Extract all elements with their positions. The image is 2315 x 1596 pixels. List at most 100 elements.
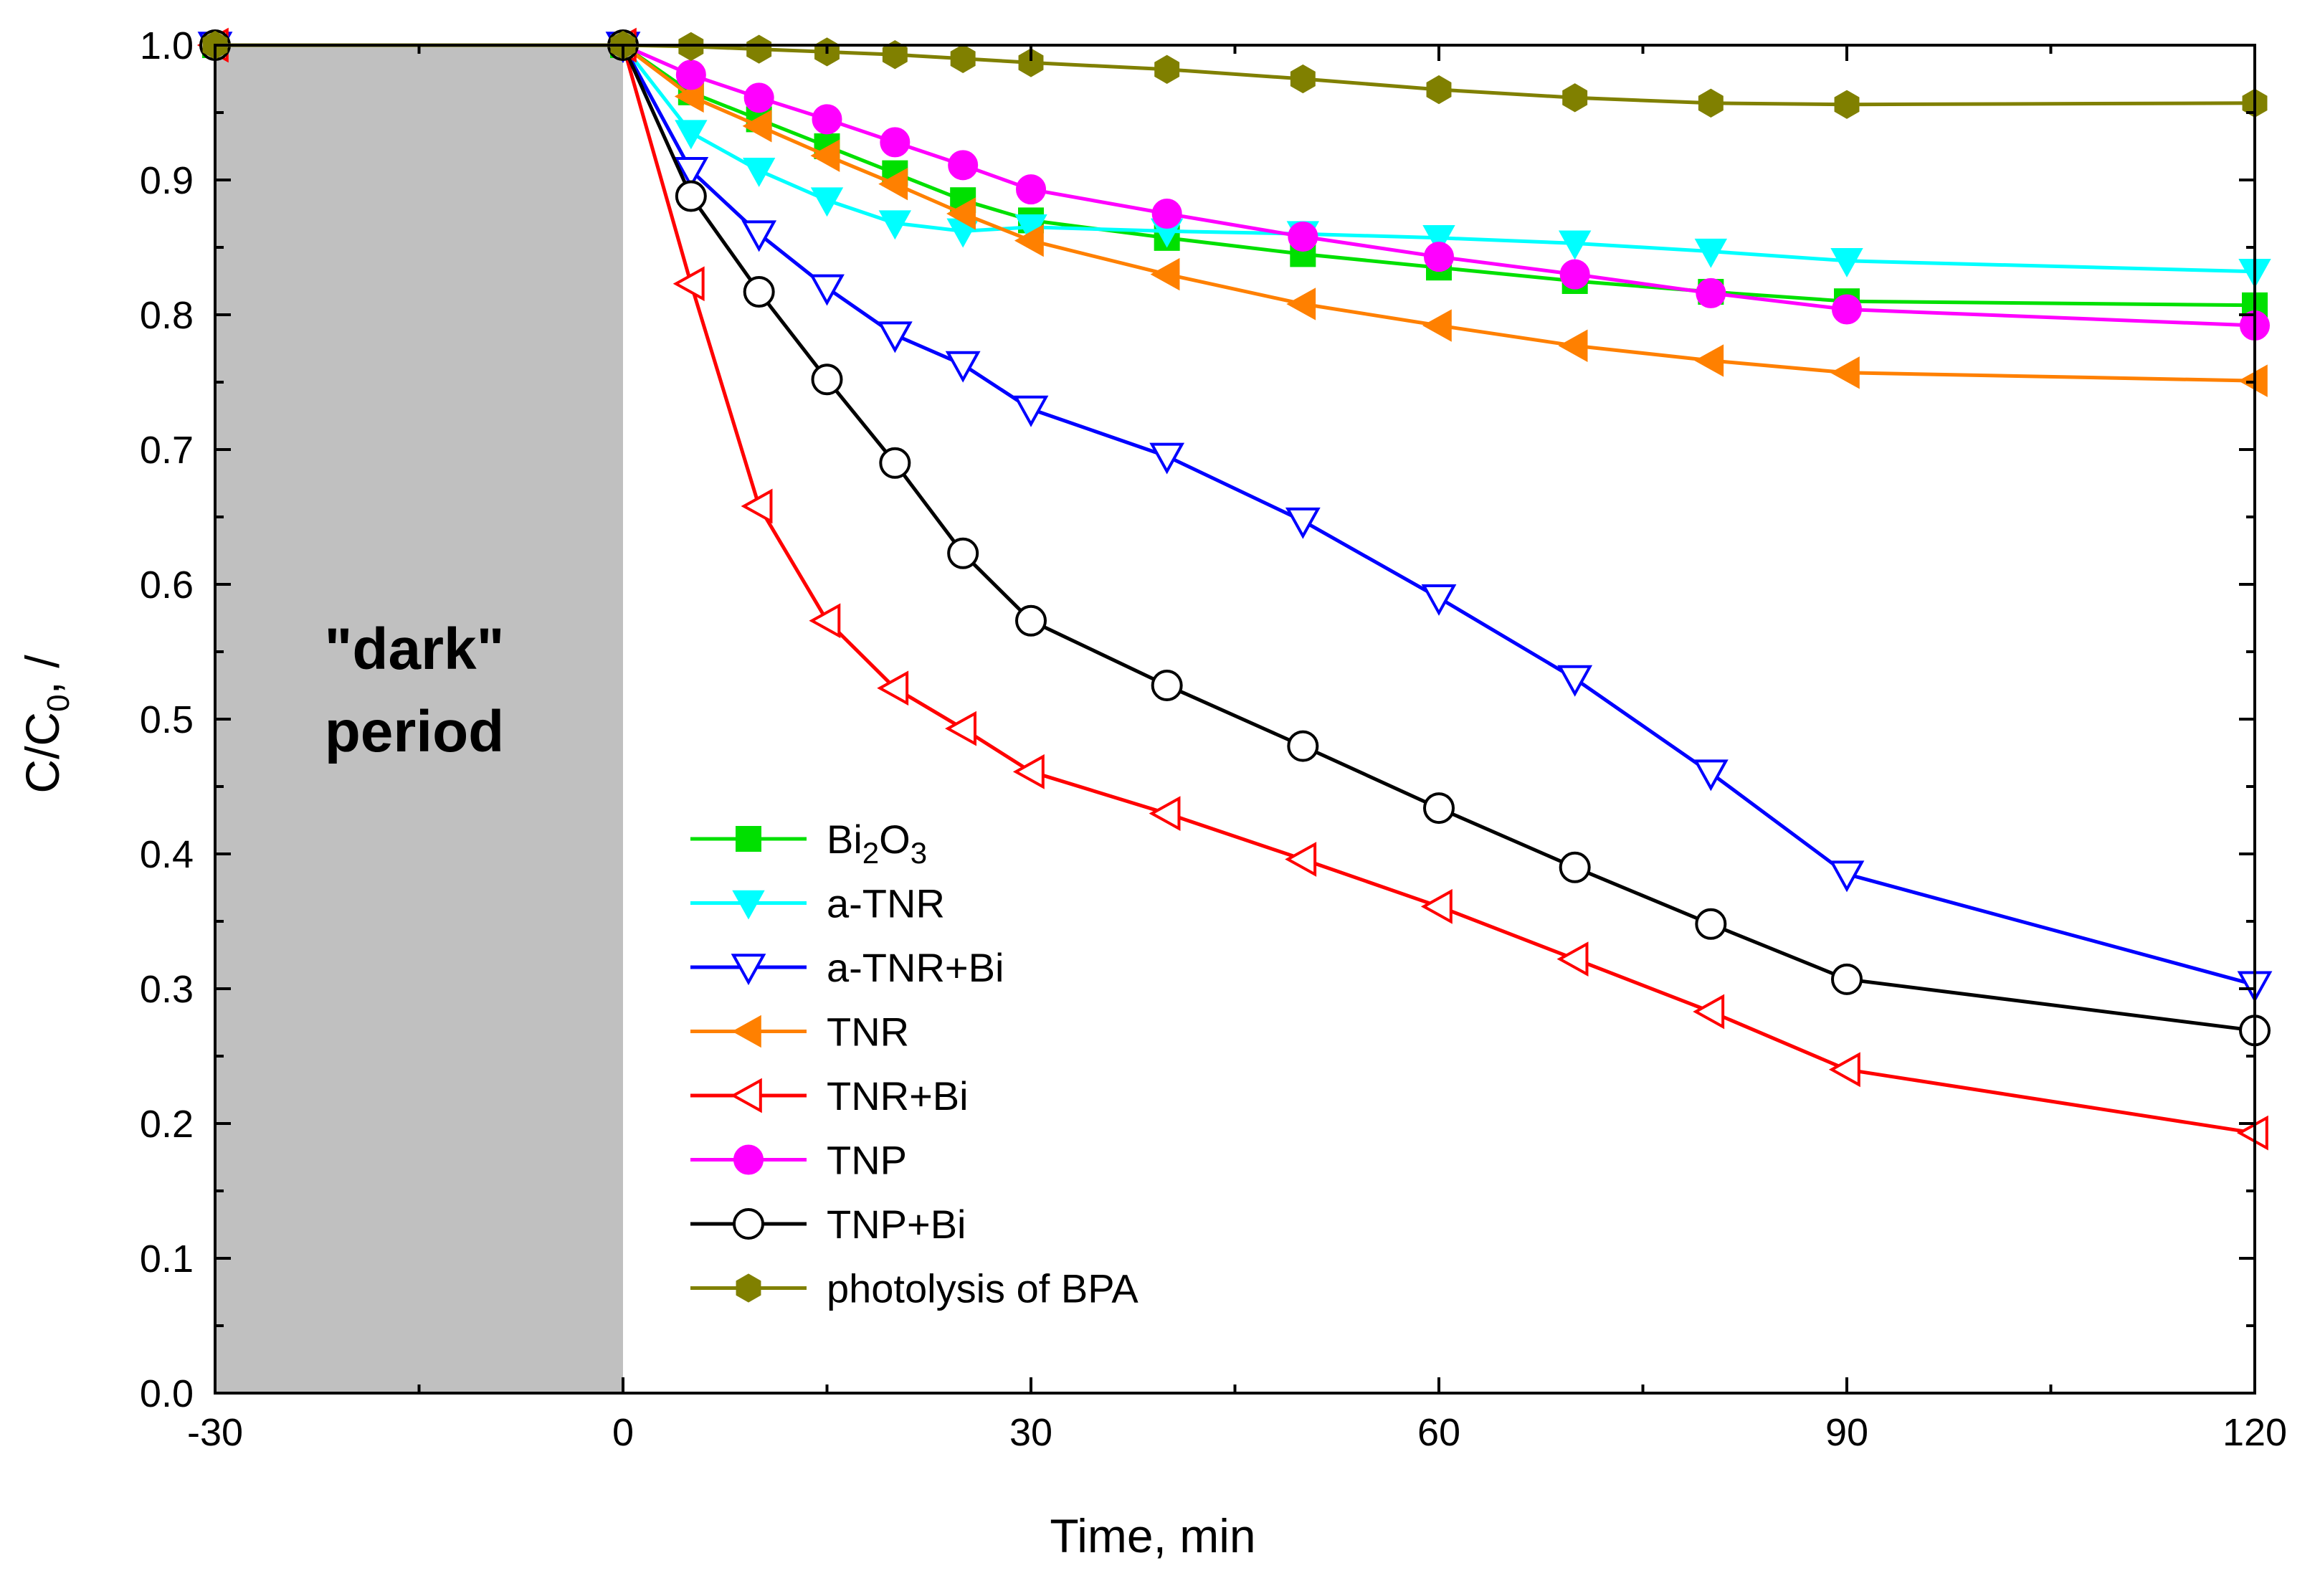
data-point-a-tnr-bi (809, 274, 845, 306)
data-point-a-tnr-bi (1149, 442, 1185, 475)
data-point-tnp (675, 60, 706, 90)
legend-marker-tnp-bi (733, 1208, 764, 1240)
data-point-tnp-bi (1151, 670, 1183, 701)
legend-marker-tnr (731, 1015, 761, 1048)
dark-period-label-line1: "dark" (325, 617, 505, 682)
data-point-tnr-bi (1012, 754, 1045, 789)
data-point-tnp (1016, 174, 1046, 205)
data-point-tnr-bi (741, 488, 773, 524)
y-tick-label: 0.2 (140, 1103, 194, 1146)
data-point-a-tnr (1830, 248, 1863, 277)
legend-label-tnp: TNP (827, 1138, 907, 1183)
data-point-a-tnr (675, 120, 708, 150)
series-tnr-bi (196, 27, 2268, 1151)
data-point-a-tnr (1422, 225, 1455, 255)
data-point-a-tnr-bi (673, 157, 709, 189)
legend-label-tnp-bi: TNP+Bi (827, 1202, 966, 1247)
data-point-photolysis-of-bpa (882, 40, 908, 70)
data-point-photolysis-of-bpa (1018, 48, 1044, 77)
legend-item-bi2o3: Bi2O3 (690, 817, 927, 870)
legend-label-part-mid: O (879, 817, 911, 862)
legend-item-tnp: TNP (690, 1138, 907, 1183)
data-point-a-tnr (810, 187, 844, 217)
data-point-tnp-bi (1695, 908, 1727, 940)
data-point-photolysis-of-bpa (1290, 64, 1316, 94)
data-point-tnp-bi (879, 447, 911, 479)
legend-item-a-tnr-bi: a-TNR+Bi (690, 945, 1004, 990)
y-axis-title-tail: , / (16, 655, 69, 695)
data-point-tnr-bi (672, 266, 705, 302)
data-point-tnp-bi (1423, 792, 1455, 825)
data-point-tnr-bi (809, 603, 841, 639)
legend-label-a-tnr: a-TNR (827, 881, 945, 926)
x-tick-label: 90 (1825, 1411, 1868, 1454)
y-tick-label: 0.0 (140, 1372, 194, 1415)
legend-marker-photolysis-of-bpa (736, 1273, 761, 1303)
data-point-tnr-bi (945, 711, 976, 746)
data-point-a-tnr (1558, 230, 1592, 260)
data-point-tnp-bi (1831, 963, 1863, 995)
x-tick-label: 60 (1417, 1411, 1460, 1454)
data-point-tnp (948, 150, 979, 181)
legend-label-bi2o3: Bi2O3 (827, 817, 927, 870)
legend-label-part-sub1: 2 (862, 836, 879, 870)
data-point-tnp (1559, 259, 1590, 290)
y-tick-label: 0.7 (140, 429, 194, 472)
data-point-a-tnr (742, 158, 776, 187)
data-point-tnp-bi (675, 180, 707, 212)
legend-label-part-sub2: 3 (911, 836, 927, 870)
y-axis-title-main: C/C (16, 712, 69, 794)
data-point-photolysis-of-bpa (1562, 83, 1588, 113)
data-point-tnp (880, 127, 911, 158)
data-point-tnp-bi (811, 364, 843, 396)
legend-item-a-tnr: a-TNR (690, 881, 945, 926)
legend-label-tnr: TNR (827, 1010, 909, 1055)
data-point-tnp-bi (1015, 604, 1047, 637)
data-point-photolysis-of-bpa (950, 44, 976, 73)
data-point-tnp (1832, 294, 1862, 325)
data-point-tnr-bi (2236, 1115, 2268, 1151)
legend-label-tnr-bi: TNR+Bi (827, 1073, 969, 1118)
legend-marker-tnp (733, 1144, 764, 1175)
data-point-tnr (946, 197, 976, 230)
data-point-tnr-bi (1556, 941, 1589, 977)
data-point-tnp-bi (1287, 730, 1319, 762)
data-point-tnr (1694, 344, 1724, 377)
data-point-a-tnr-bi (1693, 759, 1729, 792)
data-point-a-tnr-bi (1557, 665, 1593, 697)
data-point-tnr-bi (1693, 994, 1725, 1030)
legend-item-photolysis-of-bpa: photolysis of BPA (690, 1266, 1139, 1311)
data-point-photolysis-of-bpa (1834, 90, 1860, 119)
y-tick-label: 0.9 (140, 159, 194, 202)
data-point-tnp-bi (1559, 851, 1591, 883)
data-point-photolysis-of-bpa (1698, 88, 1724, 118)
data-point-a-tnr-bi (877, 321, 913, 353)
data-point-tnr-bi (1149, 796, 1181, 831)
x-tick-label: 30 (1009, 1411, 1052, 1454)
y-tick-label: 0.6 (140, 564, 194, 607)
y-tick-label: 0.1 (140, 1238, 194, 1281)
data-point-a-tnr-bi (1013, 395, 1049, 427)
dark-period-region (215, 45, 623, 1393)
data-point-tnr (1830, 356, 1860, 389)
series-photolysis-of-bpa (202, 30, 2268, 119)
legend-marker-bi2o3 (736, 826, 761, 852)
x-tick-label: 0 (612, 1411, 634, 1454)
data-point-tnp-bi (743, 276, 775, 308)
data-point-tnr (1422, 309, 1452, 342)
x-axis-title: Time, min (1050, 1509, 1255, 1562)
data-point-a-tnr-bi (1421, 584, 1457, 616)
data-point-a-tnr-bi (741, 220, 777, 252)
data-point-a-tnr-bi (945, 351, 981, 383)
legend-item-tnr: TNR (690, 1010, 909, 1055)
legend-label-part-main: Bi (827, 817, 862, 862)
data-point-photolysis-of-bpa (746, 34, 772, 64)
data-point-tnr (878, 167, 908, 201)
data-point-tnr (1014, 224, 1044, 257)
y-tick-label: 0.8 (140, 294, 194, 337)
data-point-photolysis-of-bpa (1154, 54, 1180, 84)
data-point-tnp (743, 82, 774, 113)
legend-marker-a-tnr (732, 890, 765, 920)
